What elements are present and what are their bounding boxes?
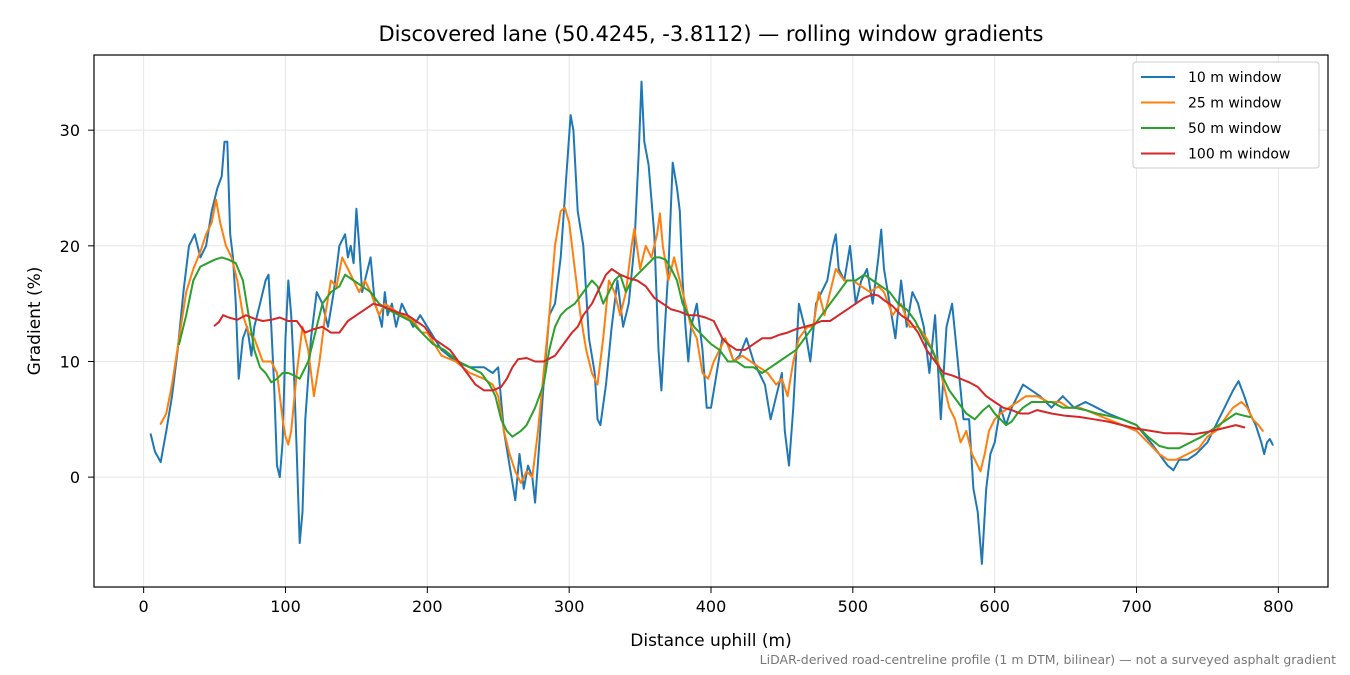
y-tick-label: 10	[60, 352, 80, 371]
legend-label-4: 100 m window	[1188, 147, 1290, 163]
x-tick-label: 400	[696, 597, 727, 616]
x-tick-label: 0	[139, 597, 149, 616]
legend-label-2: 25 m window	[1188, 96, 1281, 112]
footnote: LiDAR-derived road-centreline profile (1…	[760, 652, 1336, 667]
x-tick-label: 500	[838, 597, 869, 616]
series-line-1	[149, 80, 1274, 565]
legend-label-1: 10 m window	[1188, 70, 1281, 86]
legend: 10 m window 25 m window 50 m window 100 m w…	[1132, 61, 1320, 169]
x-tick-label: 800	[1263, 597, 1294, 616]
y-tick-label: 20	[60, 237, 80, 256]
chart-title: Discovered lane (50.4245, -3.8112) — rol…	[379, 22, 1044, 46]
x-tick-label: 600	[979, 597, 1010, 616]
x-tick-label: 700	[1121, 597, 1152, 616]
x-tick-label: 100	[270, 597, 301, 616]
x-axis-label: Distance uphill (m)	[630, 631, 791, 651]
series-line-4	[213, 268, 1246, 436]
series-line-3	[178, 256, 1251, 450]
legend-box	[1132, 61, 1320, 169]
series-line-2	[159, 198, 1264, 484]
x-tick-label: 200	[412, 597, 443, 616]
ticks: 0 100 200 300 400 500 600 700 800 0 10 20 30	[60, 121, 1294, 616]
y-tick-label: 0	[70, 468, 80, 487]
y-axis-label: Gradient (%)	[25, 267, 45, 376]
legend-label-3: 50 m window	[1188, 121, 1281, 137]
x-tick-label: 300	[554, 597, 585, 616]
y-tick-label: 30	[60, 121, 80, 140]
series-group	[149, 80, 1274, 565]
